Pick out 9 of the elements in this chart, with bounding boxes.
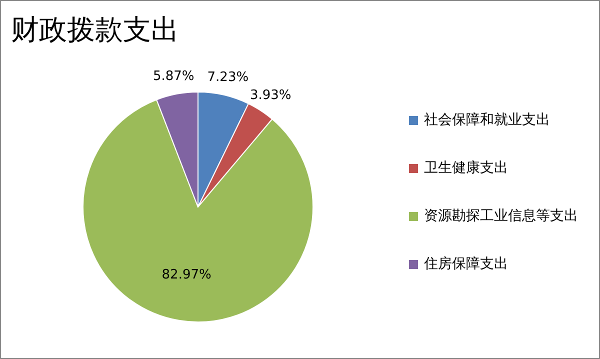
legend-label: 卫生健康支出 bbox=[424, 159, 508, 177]
data-label: 7.23% bbox=[207, 70, 249, 85]
legend-label: 社会保障和就业支出 bbox=[424, 111, 550, 129]
chart-title: 财政拨款支出 bbox=[11, 12, 179, 48]
legend-label: 住房保障支出 bbox=[424, 255, 508, 273]
data-label: 5.87% bbox=[152, 68, 194, 84]
data-label: 82.97% bbox=[162, 268, 212, 283]
data-label: 3.93% bbox=[250, 88, 292, 104]
legend-label: 资源勘探工业信息等支出 bbox=[424, 207, 578, 225]
